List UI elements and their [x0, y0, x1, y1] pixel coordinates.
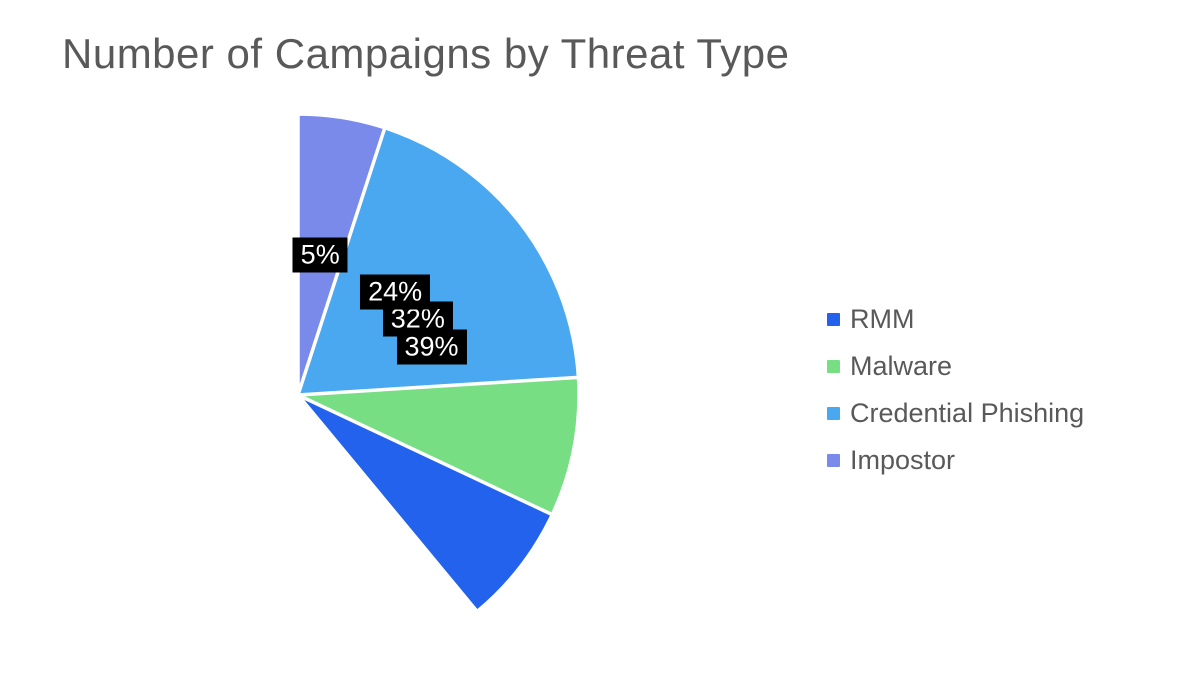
legend-marker-malware — [827, 360, 840, 373]
slice-percent-label-credential-phishing: 24% — [360, 274, 431, 310]
legend-item-rmm: RMM — [827, 296, 1084, 343]
slice-percent-label-impostor: 5% — [292, 237, 348, 273]
chart-legend: RMM Malware Credential Phishing Impostor — [827, 296, 1084, 484]
chart-title: Number of Campaigns by Threat Type — [62, 30, 790, 77]
legend-label-impostor: Impostor — [850, 445, 956, 475]
legend-item-malware: Malware — [827, 343, 1084, 390]
legend-marker-rmm — [827, 313, 840, 326]
legend-label-malware: Malware — [850, 351, 953, 381]
legend-label-rmm: RMM — [850, 304, 915, 334]
legend-item-impostor: Impostor — [827, 437, 1084, 484]
legend-marker-impostor — [827, 454, 840, 467]
legend-label-credential-phishing: Credential Phishing — [850, 398, 1085, 428]
legend-marker-credential-phishing — [827, 407, 840, 420]
pie-chart: 39% 32% 24% 5% — [8, 105, 588, 685]
pie-chart-svg — [296, 112, 581, 614]
legend-item-credential-phishing: Credential Phishing — [827, 390, 1084, 437]
